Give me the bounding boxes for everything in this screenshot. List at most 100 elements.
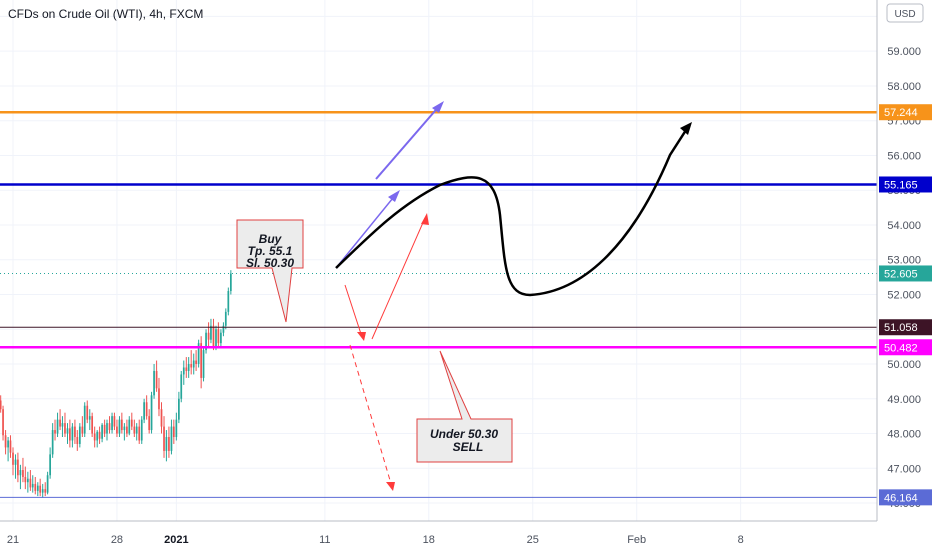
sell-callout[interactable]: Under 50.30 SELL [416,350,513,463]
candle-body [197,343,200,365]
candle-body [229,273,232,292]
candle [86,400,89,424]
candle [192,353,195,375]
candle [195,350,197,371]
candle-body [175,419,178,438]
level-price-text: 50.482 [884,342,918,354]
candle [4,430,7,455]
price-tick-label: 59.000 [887,46,921,58]
candle-body [145,402,148,417]
candle-body [46,475,49,493]
candle-body [96,431,99,441]
candle-body [111,416,113,431]
candle-body [56,419,59,434]
candle [175,412,178,441]
candle-body [39,485,42,493]
candle-body [106,423,108,434]
candle-body [187,364,190,371]
candle-body [49,454,51,476]
candle-body [133,426,136,434]
candle [9,435,12,458]
candle-body [195,360,197,365]
currency-button[interactable]: USD [886,3,924,23]
arrowhead-icon [386,482,395,491]
candle-body [217,329,220,344]
candle [163,416,165,458]
sell-callout-line-2: SELL [453,440,484,454]
candle-body [86,405,89,420]
price-axis[interactable]: 46.00047.00048.00049.00050.00051.00052.0… [887,11,921,510]
candle [106,419,108,441]
candle-body [71,426,74,441]
candle [140,416,143,444]
candle [155,360,158,392]
candle [128,416,131,436]
candle [160,402,163,434]
date-tick-label: 11 [319,534,330,546]
candle [54,419,56,441]
price-tick-label: 56.000 [887,150,921,162]
candle-body [212,325,215,347]
candle-body [182,367,185,375]
arrowhead-icon [680,122,692,135]
candle [39,478,42,497]
candle [222,322,225,337]
candle-body [76,437,79,444]
candle [59,409,61,431]
candle [185,357,188,378]
candle-body [138,426,141,441]
candle [180,370,183,403]
level-price-labels: 57.244 55.165 52.605 51.058 50.482 46.164 [879,104,932,506]
candle-body [116,426,118,434]
candle [76,430,79,451]
candle-body [2,409,4,436]
candle [145,395,148,420]
candle-body [165,437,168,451]
projection-pullback-arrow [344,284,363,338]
candle-body [36,485,39,491]
candle-body [22,470,24,477]
candle [108,416,111,434]
candle [202,346,205,382]
candle [197,339,200,368]
candle-body [93,433,96,441]
arrowhead-icon [388,190,400,202]
candle [7,437,9,462]
candle [61,416,64,438]
date-tick-label: 25 [527,534,539,546]
candle [170,419,173,455]
candle [96,430,99,448]
buy-callout[interactable]: Buy Tp. 55.1 Sl. 50.30 [236,219,304,323]
candle [81,416,84,438]
level-price-badge [879,489,932,506]
price-tick-label: 58.000 [887,81,921,93]
level-price-text: 46.164 [884,492,918,504]
candle [143,398,145,424]
candle-body [153,370,155,396]
candle-body [192,360,195,368]
buy-callout-line-1: Buy [259,232,283,246]
candle-body [220,332,222,344]
candle-body [178,398,180,420]
candle [133,419,136,438]
projection-rally-arrow [371,217,426,340]
candle-body [205,332,207,351]
candle-body [108,423,111,431]
price-tick-label: 54.000 [887,220,921,232]
time-axis[interactable]: 21 28 2021 11 18 25 Feb 8 [7,534,744,546]
buy-callout-line-3: Sl. 50.30 [246,256,294,270]
date-tick-label: 8 [738,534,744,546]
candle-body [140,419,143,441]
candle [51,423,54,458]
candle [172,419,175,444]
candle-body [14,459,17,465]
candle-body [19,470,22,476]
candle [17,452,19,483]
candle [46,471,49,495]
candle-body [66,428,69,434]
price-tick-label: 50.000 [887,359,921,371]
candle-body [168,437,170,451]
candle [69,419,71,448]
candle-body [64,423,66,434]
